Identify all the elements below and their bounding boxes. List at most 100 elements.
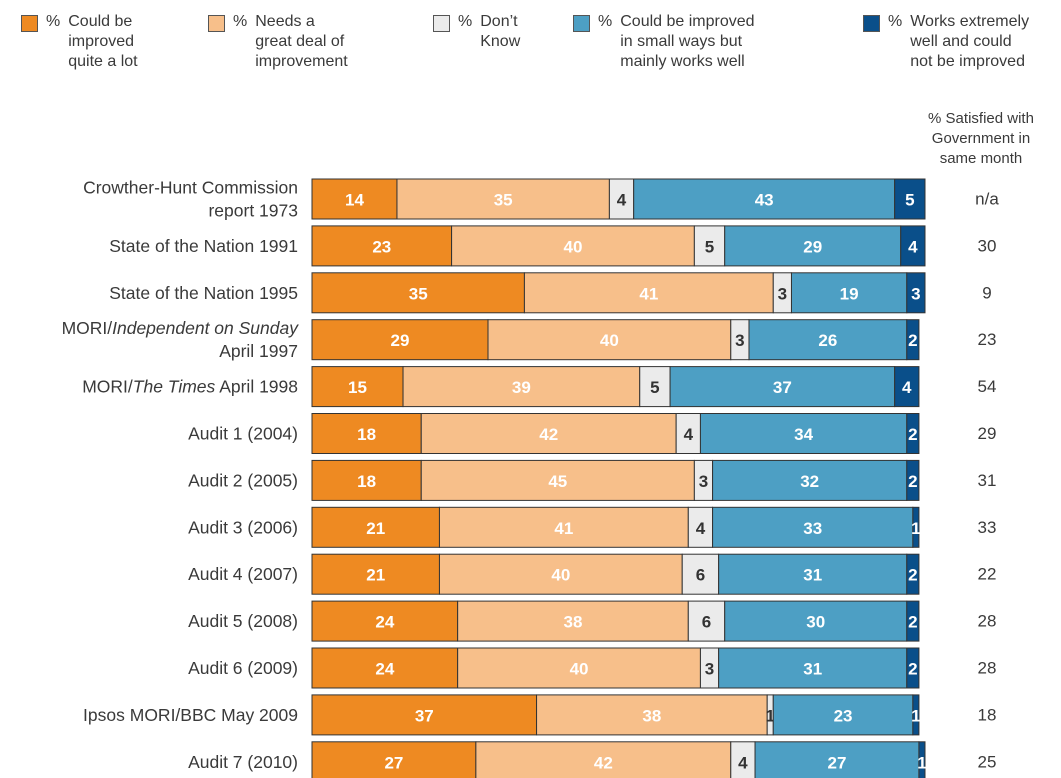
data-label: 5 <box>905 191 914 210</box>
bar-segment <box>918 741 926 778</box>
legend-item: % Needs a great deal of improvement <box>208 12 348 72</box>
bar-segment <box>311 506 440 548</box>
bar-segment <box>311 553 440 595</box>
category-label: Audit 5 (2008) <box>188 611 298 631</box>
bar-segment <box>894 366 920 408</box>
bar-segment <box>311 600 459 642</box>
data-label: 3 <box>705 660 714 679</box>
bar-segment <box>906 272 926 314</box>
satisfied-value: 9 <box>982 283 991 302</box>
bar-segment <box>772 694 914 736</box>
legend-swatch <box>208 15 225 32</box>
legend-item: % Could be improved in small ways but mai… <box>573 12 755 72</box>
data-label: 40 <box>551 566 570 585</box>
data-label: 1 <box>911 706 920 725</box>
bar-row: State of the Nation 1995 35 41 3 19 3 9 <box>109 272 992 314</box>
data-label: 27 <box>828 753 847 772</box>
bar-segment <box>420 459 695 501</box>
data-label: 2 <box>908 472 917 491</box>
data-label: 26 <box>818 331 837 350</box>
legend-swatch <box>21 15 38 32</box>
bar-segment <box>457 647 701 689</box>
data-label: 38 <box>642 706 661 725</box>
legend-percent-sign: % <box>46 13 61 30</box>
data-label: 33 <box>803 519 822 538</box>
category-label: Crowther-Hunt Commission <box>83 178 298 198</box>
data-label: 2 <box>908 331 917 350</box>
bar-segment <box>311 694 538 736</box>
bar-segment <box>906 413 920 454</box>
category-label: Audit 7 (2010) <box>188 752 298 772</box>
category-label: Audit 4 (2007) <box>188 564 298 584</box>
bar-segment <box>712 506 914 548</box>
bar-row: Crowther-Hunt Commission report 1973 14 35 4… <box>83 178 999 221</box>
bar-segment <box>906 647 920 689</box>
data-label: 23 <box>372 237 391 256</box>
bar-segment <box>699 413 908 454</box>
data-label: 2 <box>908 613 917 632</box>
bar-segment <box>718 647 908 689</box>
category-label: Audit 6 (2009) <box>188 658 298 678</box>
data-label: 4 <box>696 519 706 538</box>
legend-percent-sign: % <box>458 13 473 30</box>
data-label: 1 <box>765 706 774 725</box>
legend-item: % Don’t Know <box>433 12 520 52</box>
data-label: 42 <box>594 753 613 772</box>
satisfied-value: 33 <box>978 518 997 537</box>
data-label: 21 <box>366 519 385 538</box>
data-label: 19 <box>840 284 859 303</box>
bar-segment <box>438 506 689 548</box>
bar-segment <box>402 366 641 408</box>
data-label: 32 <box>800 472 819 491</box>
data-label: 37 <box>773 378 792 397</box>
category-label: Audit 2 (2005) <box>188 470 298 490</box>
category-label: MORI/The Times April 1998 <box>82 377 298 397</box>
data-label: 34 <box>794 425 813 444</box>
data-label: 41 <box>554 519 573 538</box>
data-label: 3 <box>911 284 920 303</box>
bar-row: Audit 7 (2010) 27 42 4 27 1 25 <box>188 741 997 778</box>
data-label: 45 <box>548 472 567 491</box>
satisfied-value: 25 <box>978 752 997 771</box>
data-label: 30 <box>806 613 825 632</box>
legend-swatch <box>573 15 590 32</box>
data-label: 4 <box>908 237 918 256</box>
bar-segment <box>906 600 920 642</box>
bar-segment <box>894 178 926 220</box>
category-label: Ipsos MORI/BBC May 2009 <box>83 705 298 725</box>
bar-segment <box>311 319 489 361</box>
data-label: 2 <box>908 566 917 585</box>
data-label: 39 <box>512 378 531 397</box>
bar-segment <box>451 225 695 267</box>
satisfied-value: 28 <box>978 612 997 631</box>
data-label: 3 <box>735 331 744 350</box>
data-label: 42 <box>539 425 558 444</box>
data-label: 4 <box>902 378 912 397</box>
satisfied-value: 22 <box>978 565 997 584</box>
data-label: 18 <box>357 425 376 444</box>
data-label: 35 <box>494 191 513 210</box>
data-label: 40 <box>600 331 619 350</box>
data-label: 24 <box>375 613 394 632</box>
data-label: 37 <box>415 706 434 725</box>
data-label: 40 <box>564 237 583 256</box>
legend-swatch <box>863 15 880 32</box>
category-label: Audit 1 (2004) <box>188 424 298 444</box>
data-label: 2 <box>908 425 917 444</box>
data-label: 40 <box>570 660 589 679</box>
bar-segment <box>311 459 422 501</box>
data-label: 1 <box>917 753 926 772</box>
category-label: State of the Nation 1991 <box>109 236 298 256</box>
data-label: 4 <box>684 425 694 444</box>
category-label: State of the Nation 1995 <box>109 283 298 303</box>
bar-segment <box>712 459 908 501</box>
bar-row: Audit 4 (2007) 21 40 6 31 2 22 <box>188 553 997 595</box>
data-label: 38 <box>564 613 583 632</box>
data-label: 35 <box>409 284 428 303</box>
satisfied-value: 29 <box>978 424 997 443</box>
data-label: 29 <box>391 331 410 350</box>
legend-percent-sign: % <box>598 13 613 30</box>
bar-segment <box>608 178 635 220</box>
satisfied-value: 31 <box>978 471 997 490</box>
bar-row: MORI/The Times April 1998 15 39 5 37 4 54 <box>82 366 996 408</box>
